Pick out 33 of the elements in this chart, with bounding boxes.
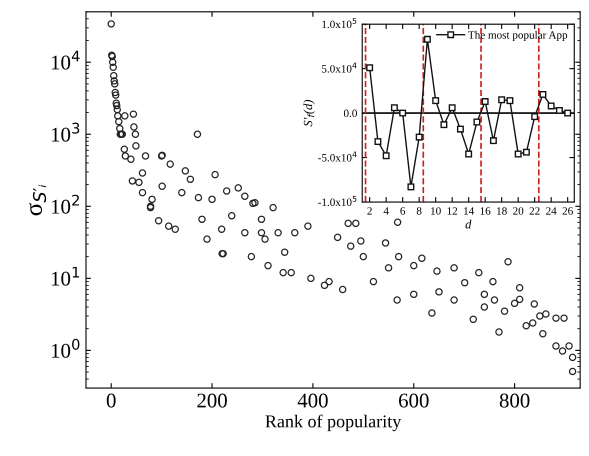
x-axis-title: Rank of popularity (265, 414, 402, 432)
x-tick-label: 400 (298, 394, 328, 408)
x-tick-label: 8 (416, 207, 422, 215)
x-axis-title: d (466, 220, 472, 229)
legend-label: The most popular App (468, 30, 568, 41)
x-tick-label: 200 (197, 394, 227, 408)
x-tick-label: 22 (530, 207, 540, 215)
x-tick-label: 26 (562, 207, 573, 215)
x-tick-label: 20 (513, 207, 524, 215)
x-tick-label: 800 (500, 394, 530, 408)
y-tick-label: 0.0 (344, 110, 357, 118)
x-tick-label: 10 (431, 207, 441, 215)
x-tick-label: 2 (367, 207, 372, 215)
y-tick-label: 10$^{4}$ (52, 50, 80, 70)
y-axis-title: S′$_{f}$(d) (303, 100, 315, 127)
y-tick-label: -1.0x10$^{5}$ (318, 196, 356, 206)
y-tick-label: 5.0x10$^{4}$ (322, 62, 357, 73)
x-tick-label: 16 (480, 207, 490, 215)
x-tick-label: 0 (106, 394, 116, 408)
x-tick-label: 24 (546, 207, 557, 215)
x-tick-label: 4 (384, 207, 389, 215)
x-tick-label: 14 (464, 207, 474, 215)
y-tick-label: 1.0x10$^{5}$ (322, 18, 356, 28)
x-tick-label: 18 (497, 207, 507, 215)
y-tick-label: 10$^{2}$ (52, 194, 79, 214)
y-tick-label: -5.0x10$^{4}$ (318, 151, 357, 162)
y-tick-label: 10$^{3}$ (52, 122, 80, 142)
x-tick-label: 12 (448, 207, 458, 215)
y-axis-title: σ$_{S′ᵢ}$ (28, 184, 46, 216)
x-tick-label: 6 (400, 207, 406, 215)
y-tick-label: 10$^{1}$ (52, 266, 80, 286)
x-tick-label: 600 (399, 394, 429, 408)
y-tick-label: 10$^{0}$ (52, 338, 80, 358)
